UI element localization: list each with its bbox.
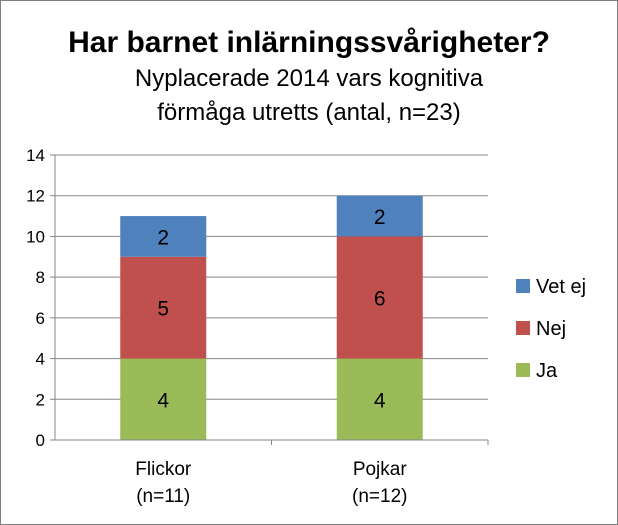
y-tick-label: 6 [36,309,45,328]
bar-segment-nej [336,236,423,359]
data-label: 4 [374,389,386,412]
chart-subtitle-line-2: förmåga utretts (antal, n=23) [157,99,461,126]
chart-subtitle-line-1: Nyplacerade 2014 vars kognitiva [135,65,484,92]
category-label-flickor-line-2: (n=11) [136,486,190,507]
x-axis-category-labels: Flickor (n=11) Pojkar (n=12) [135,459,407,507]
data-label: 5 [157,298,169,321]
category-label-pojkar-line-2: (n=12) [352,486,407,507]
legend-swatch [516,363,530,377]
bar-segment-ja [336,358,423,440]
data-label: 6 [374,288,386,311]
data-label: 2 [374,206,386,229]
y-tick-label: 8 [36,268,45,287]
legend-label: Vet ej [536,276,586,298]
bar-segment-vet-ej [336,195,423,237]
bar-segment-vet-ej [120,216,207,257]
y-tick-label: 10 [26,227,45,246]
category-label-flickor-line-1: Flickor [135,459,192,480]
legend-swatch [516,321,530,335]
y-axis-tick-labels: 0 2 4 6 8 10 12 14 [26,146,45,450]
legend-label: Nej [536,318,566,340]
data-labels: 4 5 2 4 6 2 [157,206,386,412]
y-tick-label: 14 [26,146,45,165]
y-tick-label: 4 [36,350,45,369]
y-tick-label: 12 [26,187,45,206]
y-tick-label: 2 [36,390,45,409]
data-label: 4 [157,389,169,412]
y-tick-label: 0 [36,431,45,450]
category-label-pojkar-line-1: Pojkar [353,459,408,480]
legend: Vet ej Nej Ja [516,276,586,382]
data-label: 2 [157,226,169,249]
bars [120,195,489,445]
legend-label: Ja [536,360,558,382]
bar-segment-ja [120,358,207,440]
bar-segment-nej [120,256,207,359]
legend-swatch [516,279,530,293]
chart-title: Har barnet inlärningssvårigheter? [68,26,550,59]
